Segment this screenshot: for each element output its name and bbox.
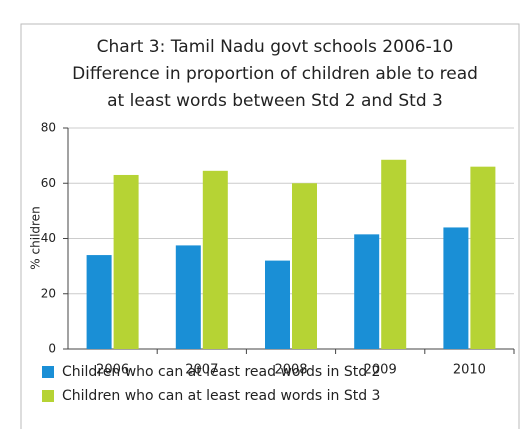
chart-title: at least words between Std 2 and Std 3 [107,91,443,111]
bar [175,245,201,349]
legend-swatch [42,390,54,402]
y-tick-label: 60 [41,176,56,190]
y-tick-label: 0 [48,342,56,356]
bar [113,174,139,349]
bar [470,166,496,349]
chart-frame [20,23,520,429]
chart-title: Difference in proportion of children abl… [72,64,478,84]
bar [265,260,290,349]
x-tick-label: 2008 [274,363,307,378]
y-tick-label: 20 [41,286,56,300]
bar [292,183,317,349]
y-tick-label: 80 [41,121,56,135]
bar [86,255,112,349]
chart-title: Chart 3: Tamil Nadu govt schools 2006-10 [97,37,454,57]
bar [202,170,228,349]
y-axis-label: % children [29,206,43,269]
bar [381,159,407,349]
x-tick-label: 2009 [364,363,397,378]
bar [443,227,469,349]
x-tick-label: 2010 [453,363,486,378]
y-tick-label: 40 [41,231,56,245]
x-tick-label: 2007 [185,363,218,378]
x-tick-label: 2006 [96,363,129,378]
legend-label: Children who can at least read words in … [62,364,380,380]
bar [354,234,380,349]
legend-swatch [42,366,54,378]
legend-label: Children who can at least read words in … [62,388,380,404]
